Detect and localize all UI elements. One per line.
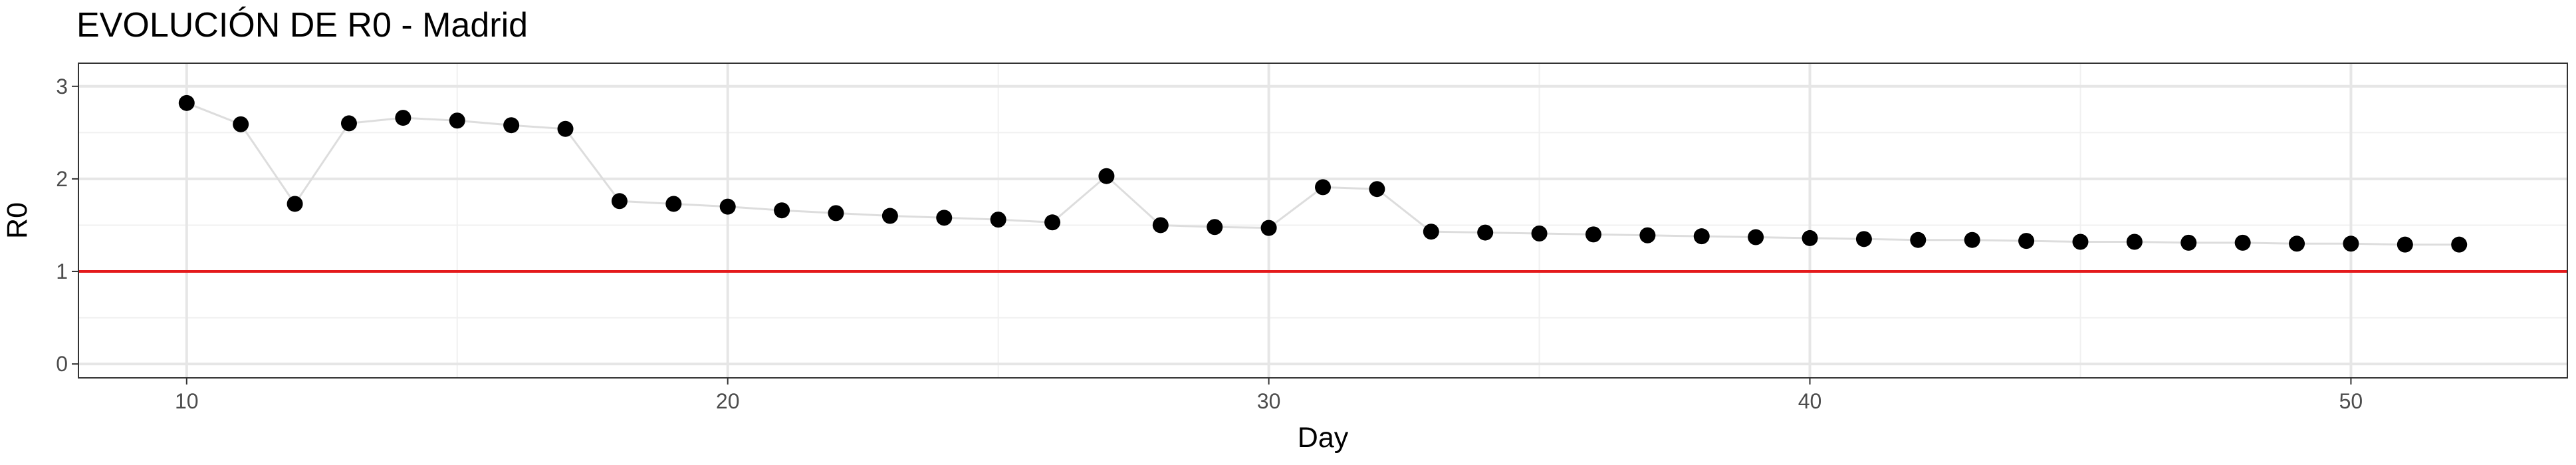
data-point [2072, 233, 2089, 250]
y-tick-label: 2 [56, 167, 68, 191]
x-tick-label: 10 [175, 389, 199, 413]
data-point [395, 110, 411, 126]
data-point [2343, 235, 2359, 252]
data-point [881, 208, 898, 224]
data-point [1098, 168, 1115, 184]
data-point [1369, 181, 1385, 198]
data-point [1964, 232, 1980, 248]
data-point [178, 94, 195, 111]
x-tick-label: 50 [2339, 389, 2363, 413]
data-point [1802, 230, 1818, 246]
panel-border [78, 63, 2568, 379]
data-point [1585, 226, 1601, 243]
data-point [2018, 233, 2035, 249]
axes: 10 20 30 40 50 0 1 2 3 [56, 75, 2363, 413]
data-point [774, 202, 790, 219]
connector-line-layer [186, 102, 2460, 246]
data-point [1639, 227, 1656, 243]
x-tick-label: 30 [1257, 389, 1281, 413]
data-point [2397, 236, 2413, 253]
data-point [2234, 234, 2251, 251]
data-point [449, 112, 465, 129]
data-point [1477, 224, 1494, 241]
y-tick-label: 1 [56, 259, 68, 283]
data-point [1855, 231, 1872, 247]
data-point [503, 117, 520, 134]
data-point [2126, 233, 2143, 250]
data-point [1531, 225, 1548, 241]
data-points [178, 94, 2468, 253]
y-tick-label: 3 [56, 75, 68, 98]
data-point [1207, 219, 1223, 235]
data-point [2289, 235, 2305, 252]
x-tick-label: 20 [716, 389, 740, 413]
y-tick-label: 0 [56, 352, 68, 376]
x-axis-label: Day [1298, 422, 1349, 454]
data-point [828, 205, 844, 222]
data-point [557, 120, 574, 137]
data-point [1260, 220, 1277, 236]
y-axis-label: R0 [1, 202, 33, 239]
series-line [186, 102, 2460, 246]
data-point [665, 196, 682, 212]
data-point [611, 193, 628, 210]
x-tick-label: 40 [1798, 389, 1822, 413]
data-point [719, 198, 736, 215]
data-point [1748, 229, 1764, 245]
data-point [233, 116, 249, 132]
data-point [1423, 224, 1439, 240]
data-point [990, 212, 1006, 228]
data-point [1152, 217, 1169, 233]
data-point [1044, 214, 1061, 231]
data-point [340, 115, 357, 132]
data-point [287, 196, 303, 212]
data-point [2451, 236, 2468, 253]
data-point [2180, 234, 2197, 251]
chart-title: EVOLUCIÓN DE R0 - Madrid [76, 6, 528, 45]
data-point [1910, 232, 1927, 248]
grid-lines [78, 63, 2567, 378]
data-point [1315, 179, 1331, 196]
data-point [1693, 228, 1710, 245]
data-point [936, 210, 953, 226]
